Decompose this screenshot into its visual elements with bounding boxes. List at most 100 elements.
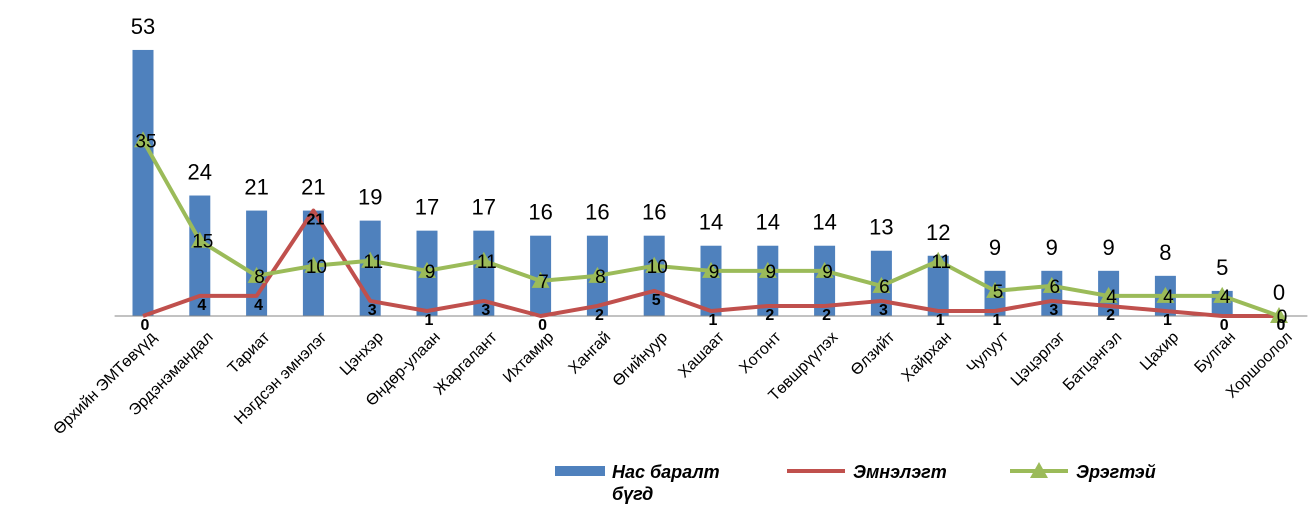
eregtei-value-label: 11 <box>477 252 497 273</box>
eregtei-value-label: 8 <box>595 267 606 288</box>
eregtei-marker <box>418 261 436 278</box>
bar-value-label: 17 <box>472 195 496 220</box>
eregtei-value-label: 10 <box>647 257 668 278</box>
eregtei-marker <box>304 256 323 273</box>
category-label: Өлзийт <box>848 328 899 379</box>
emnelegt-value-label: 1 <box>425 312 434 329</box>
bar <box>814 245 836 316</box>
bar-value-label: 14 <box>699 210 723 235</box>
eregtei-marker <box>645 256 664 273</box>
emnelegt-value-label: 21 <box>307 212 325 229</box>
eregtei-value-label: 9 <box>425 262 436 283</box>
bar-value-label: 5 <box>1216 255 1228 280</box>
emnelegt-value-label: 1 <box>709 312 718 329</box>
category-label: Хотонт <box>736 328 785 377</box>
emnelegt-value-label: 0 <box>1277 317 1286 334</box>
emnelegt-value-label: 5 <box>652 292 661 309</box>
bar-value-label: 16 <box>585 200 609 225</box>
bar-value-label: 16 <box>642 200 666 225</box>
eregtei-value-label: 0 <box>1277 307 1288 328</box>
bar-value-label: 0 <box>1273 280 1285 305</box>
emnelegt-value-label: 4 <box>197 297 206 314</box>
eregtei-marker <box>1099 286 1118 303</box>
eregtei-marker <box>247 266 266 283</box>
bar-value-label: 12 <box>926 220 950 245</box>
bar-value-label: 14 <box>756 210 780 235</box>
emnelegt-value-label: 2 <box>1106 307 1115 324</box>
emnelegt-value-label: 2 <box>822 307 831 324</box>
bar-value-label: 9 <box>1046 235 1058 260</box>
eregtei-value-label: 9 <box>766 262 777 283</box>
category-label: Тариат <box>225 328 274 377</box>
eregtei-marker <box>1213 286 1232 303</box>
bar-value-label: 24 <box>188 160 212 185</box>
eregtei-value-label: 9 <box>822 262 833 283</box>
eregtei-value-label: 15 <box>192 232 213 253</box>
bar-value-label: 21 <box>244 175 268 200</box>
eregtei-marker <box>872 276 891 293</box>
eregtei-marker <box>986 281 1004 298</box>
bar-value-label: 9 <box>1102 235 1114 260</box>
emnelegt-value-label: 0 <box>141 317 150 334</box>
bar-value-label: 53 <box>131 14 155 39</box>
legend-label-bar-line2: бүгд <box>612 484 653 504</box>
eregtei-value-label: 11 <box>363 252 383 273</box>
bar <box>927 255 949 316</box>
series-eregtei <box>134 131 1288 323</box>
category-label: Чулуут <box>964 328 1013 377</box>
eregtei-value-label: 35 <box>135 131 156 152</box>
bar-value-label: 14 <box>812 210 836 235</box>
bar-value-label: 9 <box>989 235 1001 260</box>
eregtei-value-label: 7 <box>538 272 549 293</box>
eregtei-value-label: 4 <box>1220 287 1231 308</box>
bar-data-labels: 53 24 21 21 19 17 17 16 16 16 14 14 14 13 12 9 9 9 8 5 0 <box>131 14 1285 305</box>
eregtei-value-label: 4 <box>1106 287 1117 308</box>
emnelegt-value-label: 3 <box>879 302 888 319</box>
eregtei-marker <box>361 251 380 268</box>
eregtei-value-label: 6 <box>1050 277 1061 298</box>
category-label: Өрхийн ЭМТөвүүд <box>50 328 160 438</box>
emnelegt-value-label: 2 <box>765 307 774 324</box>
category-label: Цэцэрлэг <box>1008 329 1069 390</box>
eregtei-marker <box>815 261 834 278</box>
legend-marker-eregtei <box>1030 462 1048 478</box>
legend-label-bar: Нас баралт <box>612 462 720 482</box>
emnelegt-line <box>142 208 1279 318</box>
legend-swatch-bar <box>555 466 605 476</box>
eregtei-marker <box>134 131 152 148</box>
bar-value-label: 19 <box>358 185 382 210</box>
eregtei-value-label: 9 <box>709 262 720 283</box>
emnelegt-value-label: 3 <box>481 302 490 319</box>
eregtei-marker <box>702 261 720 278</box>
eregtei-value-label: 8 <box>254 267 265 288</box>
eregtei-value-label: 5 <box>993 282 1004 303</box>
eregtei-value-label: 10 <box>306 257 327 278</box>
eregtei-value-label: 6 <box>879 277 890 298</box>
bar <box>1041 270 1063 316</box>
emnelegt-value-label: 3 <box>1049 302 1058 319</box>
eregtei-marker <box>1156 286 1175 303</box>
eregtei-value-label: 11 <box>931 252 951 273</box>
bar <box>473 230 495 316</box>
emnelegt-value-label: 1 <box>993 312 1002 329</box>
legend-label-emnelegt: Эмнэлэгт <box>853 462 947 482</box>
eregtei-marker <box>474 251 493 268</box>
bar <box>700 245 722 316</box>
emnelegt-value-label: 0 <box>538 317 547 334</box>
bar-value-label: 17 <box>415 195 439 220</box>
category-label: Хашаат <box>675 328 728 381</box>
category-label: Хайрхан <box>899 329 955 385</box>
bar <box>757 245 779 316</box>
category-label: Ихтамир <box>500 329 557 386</box>
bar <box>643 235 665 316</box>
bar <box>189 195 211 316</box>
legend-label-eregtei: Эрэгтэй <box>1076 462 1156 482</box>
category-label: Цахир <box>1137 329 1182 374</box>
eregtei-value-label: 4 <box>1163 287 1174 308</box>
eregtei-marker <box>758 261 777 278</box>
